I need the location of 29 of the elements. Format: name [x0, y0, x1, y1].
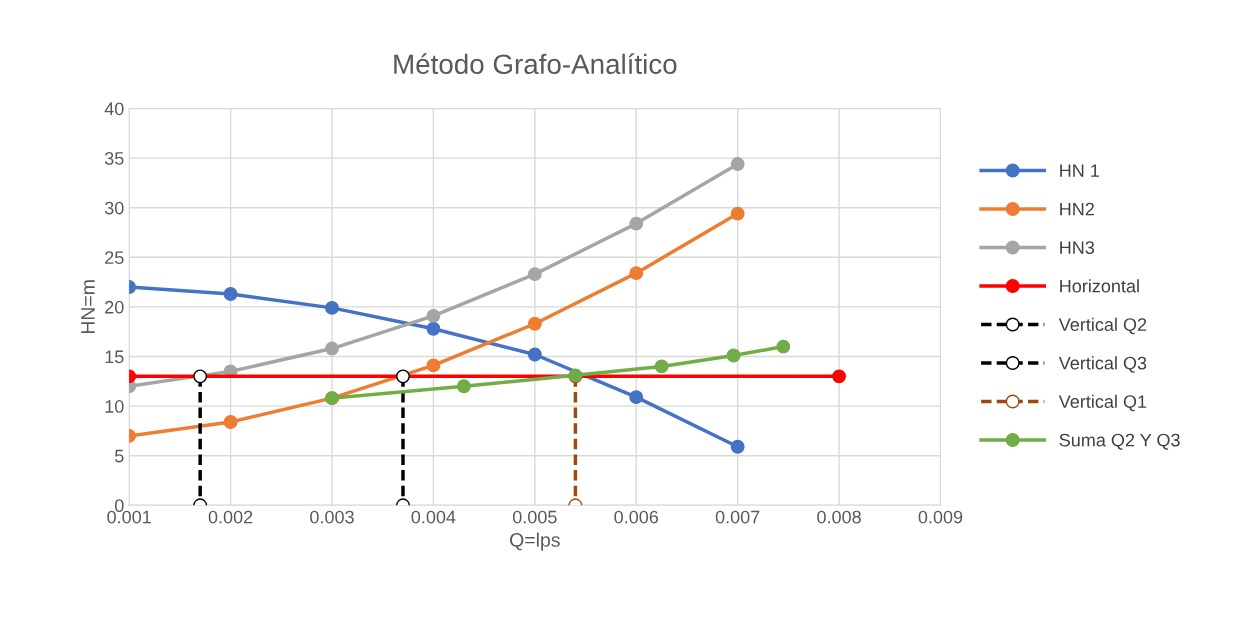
x-tick-label: 0.003 [310, 510, 354, 524]
y-tick-label: 35 [104, 152, 124, 165]
y-tick-label: 25 [105, 251, 124, 265]
y-tick-label: 30 [104, 201, 124, 215]
x-tick-label: 0.001 [107, 510, 151, 524]
chart-title: Método Grafo-Analítico [394, 53, 677, 75]
x-tick-label: 0.006 [614, 510, 659, 524]
x-tick-label: 0.008 [817, 510, 861, 524]
x-axis-title: Q=lps [510, 532, 560, 551]
y-tick-label: 40 [104, 102, 124, 116]
y-tick-label: 10 [105, 400, 124, 413]
x-tick-label: 0.009 [918, 510, 963, 524]
legend-label: HN3 [1060, 241, 1095, 254]
x-tick-label: 0.005 [512, 510, 557, 524]
x-tick-label: 0.004 [411, 510, 456, 524]
y-tick-label: 20 [105, 300, 124, 314]
y-tick-label: 0 [114, 499, 124, 513]
legend-label: Vertical Q3 [1058, 356, 1147, 373]
y-tick-label: 15 [105, 350, 124, 364]
legend-label: HN2 [1060, 202, 1094, 216]
legend-label: Horizontal [1060, 279, 1139, 293]
x-tick-label: 0.007 [715, 510, 760, 524]
legend-label: Suma Q2 Y Q3 [1059, 433, 1180, 450]
y-axis-title: HN=m [81, 280, 95, 334]
legend-label: Vertical Q2 [1058, 317, 1147, 335]
y-tick-label: 5 [114, 449, 124, 463]
legend-label: Vertical Q1 [1058, 394, 1147, 412]
x-tick-label: 0.002 [208, 510, 253, 524]
legend-label: HN 1 [1060, 164, 1099, 177]
